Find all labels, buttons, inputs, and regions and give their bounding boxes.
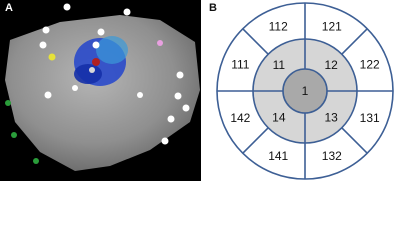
figure: A 1 B 11 12 13 14 111 112 121 122 131 132 141 142 — [0, 0, 394, 181]
panel-label: B — [209, 2, 217, 14]
inner-segment-label: 14 — [272, 110, 286, 124]
edge-points — [5, 100, 39, 164]
outer-segment-label: 141 — [268, 149, 288, 163]
outer-segment-label: 111 — [231, 57, 250, 71]
marker-point — [48, 53, 56, 61]
dividers — [217, 3, 393, 179]
panel-label: A — [5, 2, 13, 14]
outer-segment-label: 122 — [360, 57, 380, 71]
center-label: 1 — [302, 84, 309, 98]
outer-segment-label: 121 — [322, 20, 342, 34]
marker-point — [157, 40, 163, 46]
outer-segment-label: 142 — [230, 111, 250, 125]
inner-segment-label: 11 — [273, 58, 286, 72]
outer-segment-label: 112 — [269, 20, 288, 34]
inner-segment-label: 12 — [324, 58, 338, 72]
outer-segment-label: 132 — [322, 149, 342, 163]
activation-map — [74, 36, 128, 86]
outer-segment-label: 131 — [360, 111, 380, 125]
inner-segment-label: 13 — [324, 110, 338, 124]
catheter-points — [39, 3, 190, 145]
panel-b: 1 B 11 12 13 14 111 112 121 122 131 132 141 142 — [209, 2, 394, 180]
panel-a: A — [0, 0, 201, 181]
